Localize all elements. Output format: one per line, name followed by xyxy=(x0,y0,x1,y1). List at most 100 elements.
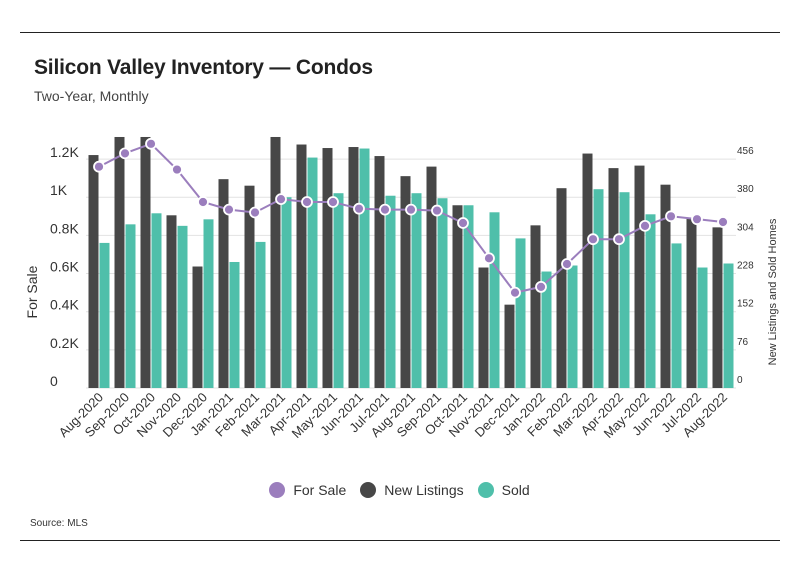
chart-title: Silicon Valley Inventory — Condos xyxy=(34,56,373,79)
bar-new-listings xyxy=(244,185,255,388)
point-for-sale xyxy=(223,203,235,216)
point-for-sale xyxy=(587,233,599,246)
bar-new-listings xyxy=(374,156,385,388)
bar-new-listings xyxy=(192,266,203,388)
bottom-rule xyxy=(20,540,780,541)
bar-sold xyxy=(489,212,500,388)
point-for-sale xyxy=(431,204,443,217)
point-for-sale xyxy=(197,196,209,208)
bar-new-listings xyxy=(608,168,619,388)
point-for-sale xyxy=(535,280,547,293)
bar-new-listings xyxy=(88,155,99,388)
bar-sold xyxy=(281,197,292,388)
point-for-sale xyxy=(405,203,417,216)
bar-sold xyxy=(203,219,214,388)
y-right-tick-label: 152 xyxy=(737,299,754,310)
bar-new-listings xyxy=(296,144,307,388)
bar-sold xyxy=(619,192,630,388)
bar-sold xyxy=(515,238,526,388)
bar-sold xyxy=(151,213,162,388)
point-for-sale xyxy=(93,160,105,173)
y-right-tick-label: 380 xyxy=(737,184,754,195)
bar-new-listings xyxy=(712,227,723,388)
y-tick-label: 0.6K xyxy=(50,259,79,275)
point-for-sale xyxy=(301,196,313,208)
bar-sold xyxy=(307,157,318,388)
chart-subtitle: Two-Year, Monthly xyxy=(34,88,149,104)
y-right-tick-label: 0 xyxy=(737,375,743,386)
bar-new-listings xyxy=(270,136,281,388)
point-for-sale xyxy=(639,219,651,232)
bar-sold xyxy=(99,242,110,388)
legend-item-sold[interactable]: Sold xyxy=(477,482,530,498)
y-axis-title: For Sale xyxy=(24,265,40,318)
bar-sold xyxy=(333,193,344,388)
point-for-sale xyxy=(717,216,729,228)
y-tick-label: 1.2K xyxy=(50,144,79,160)
point-for-sale xyxy=(145,137,157,150)
bar-sold xyxy=(697,267,708,388)
bar-new-listings xyxy=(400,176,411,388)
bar-new-listings xyxy=(140,136,151,388)
point-for-sale xyxy=(613,233,625,246)
bar-new-listings xyxy=(582,153,593,388)
bar-new-listings xyxy=(426,166,437,388)
point-for-sale xyxy=(665,210,677,223)
point-for-sale xyxy=(509,286,521,299)
bar-sold xyxy=(463,205,474,388)
legend-swatch-new-listings xyxy=(360,482,377,498)
y-tick-label: 0 xyxy=(50,373,58,389)
legend-swatch-for-sale xyxy=(269,482,286,498)
legend-label-sold: Sold xyxy=(501,482,530,498)
legend-swatch-sold xyxy=(477,482,494,498)
bar-new-listings xyxy=(660,184,671,388)
point-for-sale xyxy=(249,206,261,219)
bar-new-listings xyxy=(478,267,489,388)
bar-new-listings xyxy=(634,165,645,388)
point-for-sale xyxy=(119,147,131,160)
y-tick-label: 0.4K xyxy=(50,297,79,313)
y-tick-label: 1K xyxy=(50,182,68,198)
point-for-sale xyxy=(327,196,339,208)
bar-sold xyxy=(593,189,604,388)
y-right-tick-label: 456 xyxy=(737,146,754,157)
legend-item-new-listings[interactable]: New Listings xyxy=(360,482,464,498)
point-for-sale xyxy=(353,202,365,215)
y-right-tick-label: 304 xyxy=(737,222,754,233)
y-right-tick-label: 228 xyxy=(737,261,754,272)
bar-new-listings xyxy=(452,205,463,388)
bar-new-listings xyxy=(504,304,515,388)
bar-sold xyxy=(255,241,266,388)
point-for-sale xyxy=(379,203,391,216)
bar-new-listings xyxy=(218,179,229,388)
bar-sold xyxy=(125,224,136,388)
bar-new-listings xyxy=(348,147,359,388)
bar-sold xyxy=(541,271,552,388)
point-for-sale xyxy=(275,193,287,206)
bar-sold xyxy=(645,214,656,388)
bar-sold xyxy=(411,193,422,388)
bar-sold xyxy=(671,243,682,388)
bar-new-listings xyxy=(166,215,177,388)
bar-sold xyxy=(723,263,734,388)
point-for-sale xyxy=(483,252,495,265)
bar-new-listings xyxy=(530,225,541,388)
source-note: Source: MLS xyxy=(30,518,88,529)
y-tick-label: 0.8K xyxy=(50,220,79,236)
bar-sold xyxy=(385,195,396,388)
chart-canvas: 0 0.2K 0.4K 0.6K 0.8K 1K 1.2K 0 76 152 228 304 380 45… xyxy=(24,136,779,441)
point-for-sale xyxy=(691,213,703,226)
bar-new-listings xyxy=(556,188,567,388)
legend-item-for-sale[interactable]: For Sale xyxy=(269,482,346,498)
point-for-sale xyxy=(561,258,573,270)
bar-new-listings xyxy=(114,136,125,388)
point-for-sale xyxy=(457,217,469,229)
bar-sold xyxy=(359,148,370,388)
legend-label-for-sale: For Sale xyxy=(293,482,347,498)
bar-sold xyxy=(229,261,240,388)
legend: For Sale New Listings Sold xyxy=(0,482,799,498)
point-for-sale xyxy=(171,163,183,176)
top-rule xyxy=(20,32,780,33)
legend-label-new-listings: New Listings xyxy=(384,482,464,498)
bar-sold xyxy=(567,265,578,388)
